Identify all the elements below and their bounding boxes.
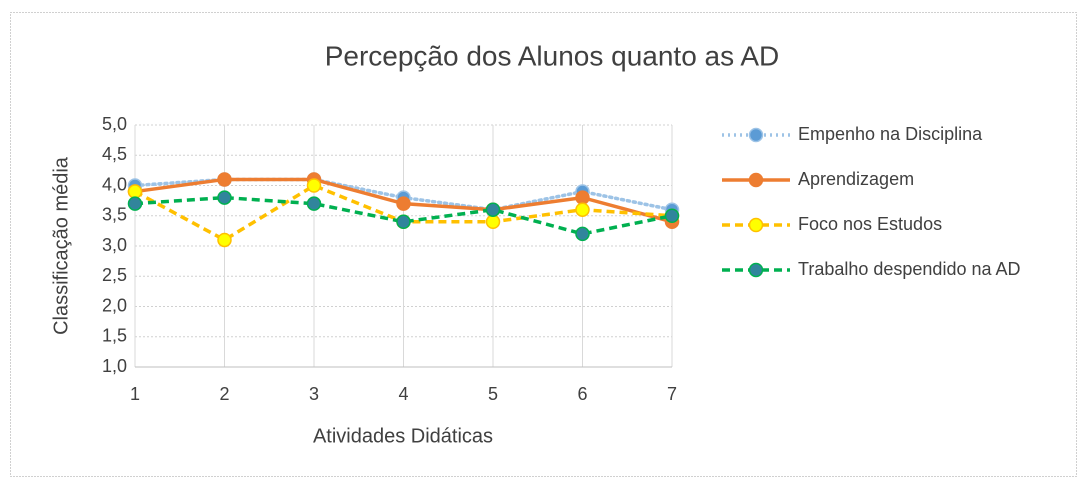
chart-border — [10, 12, 1077, 477]
data-point — [664, 208, 680, 223]
data-point — [217, 172, 232, 187]
y-tick-label: 5,0 — [102, 114, 127, 134]
y-axis-label: Classificação média — [50, 156, 72, 335]
y-tick-label: 3,5 — [102, 205, 127, 225]
legend-label: Trabalho despendido na AD — [798, 259, 1021, 279]
x-tick-label: 2 — [219, 384, 229, 404]
data-point — [396, 196, 411, 211]
y-tick-label: 2,0 — [102, 295, 127, 315]
legend-marker — [748, 172, 764, 188]
data-point — [396, 214, 411, 230]
legend-label: Aprendizagem — [798, 169, 914, 189]
y-tick-label: 1,0 — [102, 356, 127, 376]
x-tick-label: 1 — [130, 384, 140, 404]
data-point — [575, 202, 590, 217]
data-point — [127, 196, 143, 211]
y-tick-label: 4,5 — [102, 144, 127, 164]
data-point — [485, 214, 501, 230]
data-point — [306, 178, 322, 193]
x-tick-label: 5 — [488, 384, 498, 404]
data-point — [485, 202, 501, 217]
data-point — [575, 226, 590, 242]
legend-marker — [748, 217, 764, 233]
y-tick-label: 4,0 — [102, 174, 127, 194]
y-tick-label: 3,0 — [102, 235, 127, 255]
y-tick-label: 1,5 — [102, 326, 127, 346]
data-point — [217, 232, 232, 248]
legend-marker — [748, 127, 764, 143]
y-tick-label: 2,5 — [102, 265, 127, 285]
data-point — [217, 190, 232, 205]
x-tick-label: 7 — [667, 384, 677, 404]
legend-marker — [748, 262, 764, 278]
data-point — [127, 184, 143, 199]
legend-label: Foco nos Estudos — [798, 214, 942, 234]
x-tick-label: 3 — [309, 384, 319, 404]
legend-label: Empenho na Disciplina — [798, 124, 983, 144]
x-tick-label: 4 — [398, 384, 408, 404]
x-axis-label: Atividades Didáticas — [313, 425, 493, 447]
chart-title: Percepção dos Alunos quanto as AD — [325, 40, 780, 71]
data-point — [306, 196, 322, 211]
x-tick-label: 6 — [577, 384, 587, 404]
data-point — [575, 190, 590, 205]
